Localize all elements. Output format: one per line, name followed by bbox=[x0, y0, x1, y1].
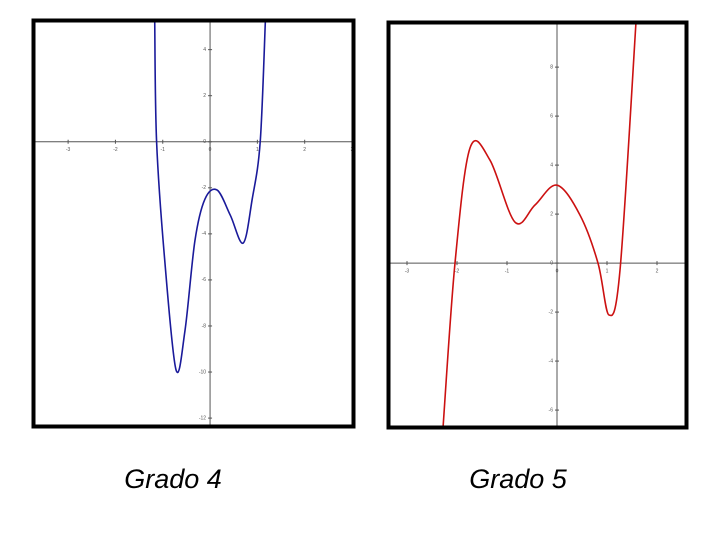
frame bbox=[386, 20, 689, 430]
x-tick-label: 2 bbox=[656, 268, 659, 274]
y-tick-label: -2 bbox=[549, 309, 554, 315]
x-tick-label: 1 bbox=[606, 268, 609, 274]
y-tick-label: 8 bbox=[550, 64, 553, 70]
x-tick-label: -2 bbox=[113, 147, 118, 153]
y-tick-label: -4 bbox=[549, 358, 554, 364]
y-tick-label: -6 bbox=[202, 277, 207, 283]
y-tick-label: -2 bbox=[202, 185, 207, 191]
x-tick-label: -1 bbox=[161, 147, 166, 153]
y-tick-label: -10 bbox=[199, 369, 206, 375]
y-tick-label: 6 bbox=[550, 113, 553, 119]
y-tick-label: 4 bbox=[203, 47, 206, 53]
y-tick-label: 2 bbox=[550, 211, 553, 217]
x-tick-label: 1 bbox=[256, 147, 259, 153]
y-tick-label: -12 bbox=[199, 415, 206, 421]
x-tick-label: 2 bbox=[303, 147, 306, 153]
y-tick-label: 2 bbox=[203, 93, 206, 99]
caption: Grado 4 bbox=[124, 464, 222, 494]
x-tick-label: -3 bbox=[405, 268, 410, 274]
x-tick-label: -3 bbox=[66, 147, 71, 153]
y-tick-label: 0 bbox=[550, 260, 553, 266]
frame bbox=[31, 18, 356, 429]
x-tick-label: 0 bbox=[209, 147, 212, 153]
y-tick-label: 0 bbox=[203, 139, 206, 145]
y-tick-label: -6 bbox=[549, 407, 554, 413]
caption: Grado 5 bbox=[469, 464, 568, 494]
x-tick-label: -2 bbox=[455, 268, 460, 274]
x-tick-label: 0 bbox=[556, 268, 559, 274]
y-tick-label: -4 bbox=[202, 231, 207, 237]
y-tick-label: -8 bbox=[202, 323, 207, 329]
curve bbox=[153, 22, 267, 374]
y-tick-label: 4 bbox=[550, 162, 553, 168]
curve bbox=[442, 24, 637, 426]
x-tick-label: -1 bbox=[505, 268, 510, 274]
